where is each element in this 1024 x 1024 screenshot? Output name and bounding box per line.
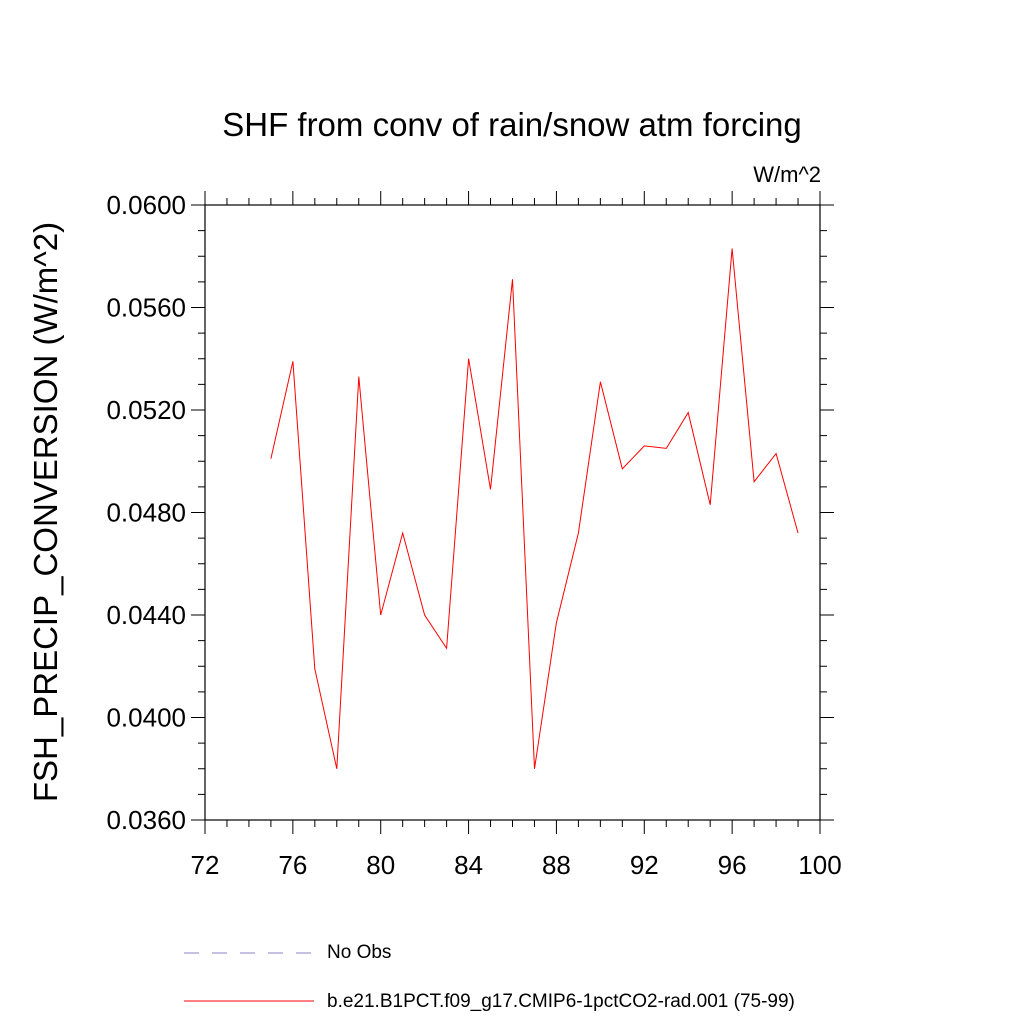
data-point [621,467,624,470]
data-point [731,247,734,250]
data-point [379,614,382,617]
x-tick-label: 92 [630,850,659,880]
y-tick-label: 0.0520 [106,395,186,425]
data-point [511,278,514,281]
x-tick-label: 84 [454,850,483,880]
data-point [313,667,316,670]
data-point [489,488,492,491]
x-tick-label: 96 [718,850,747,880]
data-point [269,457,272,460]
data-point [467,357,470,360]
data-point [643,444,646,447]
data-point [687,411,690,414]
data-point [533,767,536,770]
data-point [423,614,426,617]
x-tick-label: 80 [366,850,395,880]
data-point [775,452,778,455]
data-point [577,532,580,535]
data-point [797,532,800,535]
data-point [401,532,404,535]
data-point [709,503,712,506]
data-point [555,621,558,624]
x-tick-label: 76 [278,850,307,880]
y-tick-label: 0.0440 [106,600,186,630]
data-point [445,647,448,650]
y-tick-label: 0.0600 [106,190,186,220]
data-point [753,480,756,483]
chart-title: SHF from conv of rain/snow atm forcing [222,106,802,143]
x-tick-label: 88 [542,850,571,880]
x-tick-label: 72 [191,850,220,880]
legend-label-model-run: b.e21.B1PCT.f09_g17.CMIP6-1pctCO2-rad.00… [327,991,795,1012]
data-point [335,767,338,770]
y-tick-label: 0.0360 [106,805,186,835]
x-tick-label: 100 [798,850,841,880]
y-tick-label: 0.0400 [106,703,186,733]
y-tick-label: 0.0560 [106,293,186,323]
series-line-1 [270,248,799,769]
data-point [357,375,360,378]
data-point [665,447,668,450]
data-point [599,380,602,383]
legend-label-no-obs: No Obs [327,942,392,963]
y-tick-label: 0.0480 [106,498,186,528]
units-label: W/m^2 [753,162,821,187]
data-point [291,360,294,363]
